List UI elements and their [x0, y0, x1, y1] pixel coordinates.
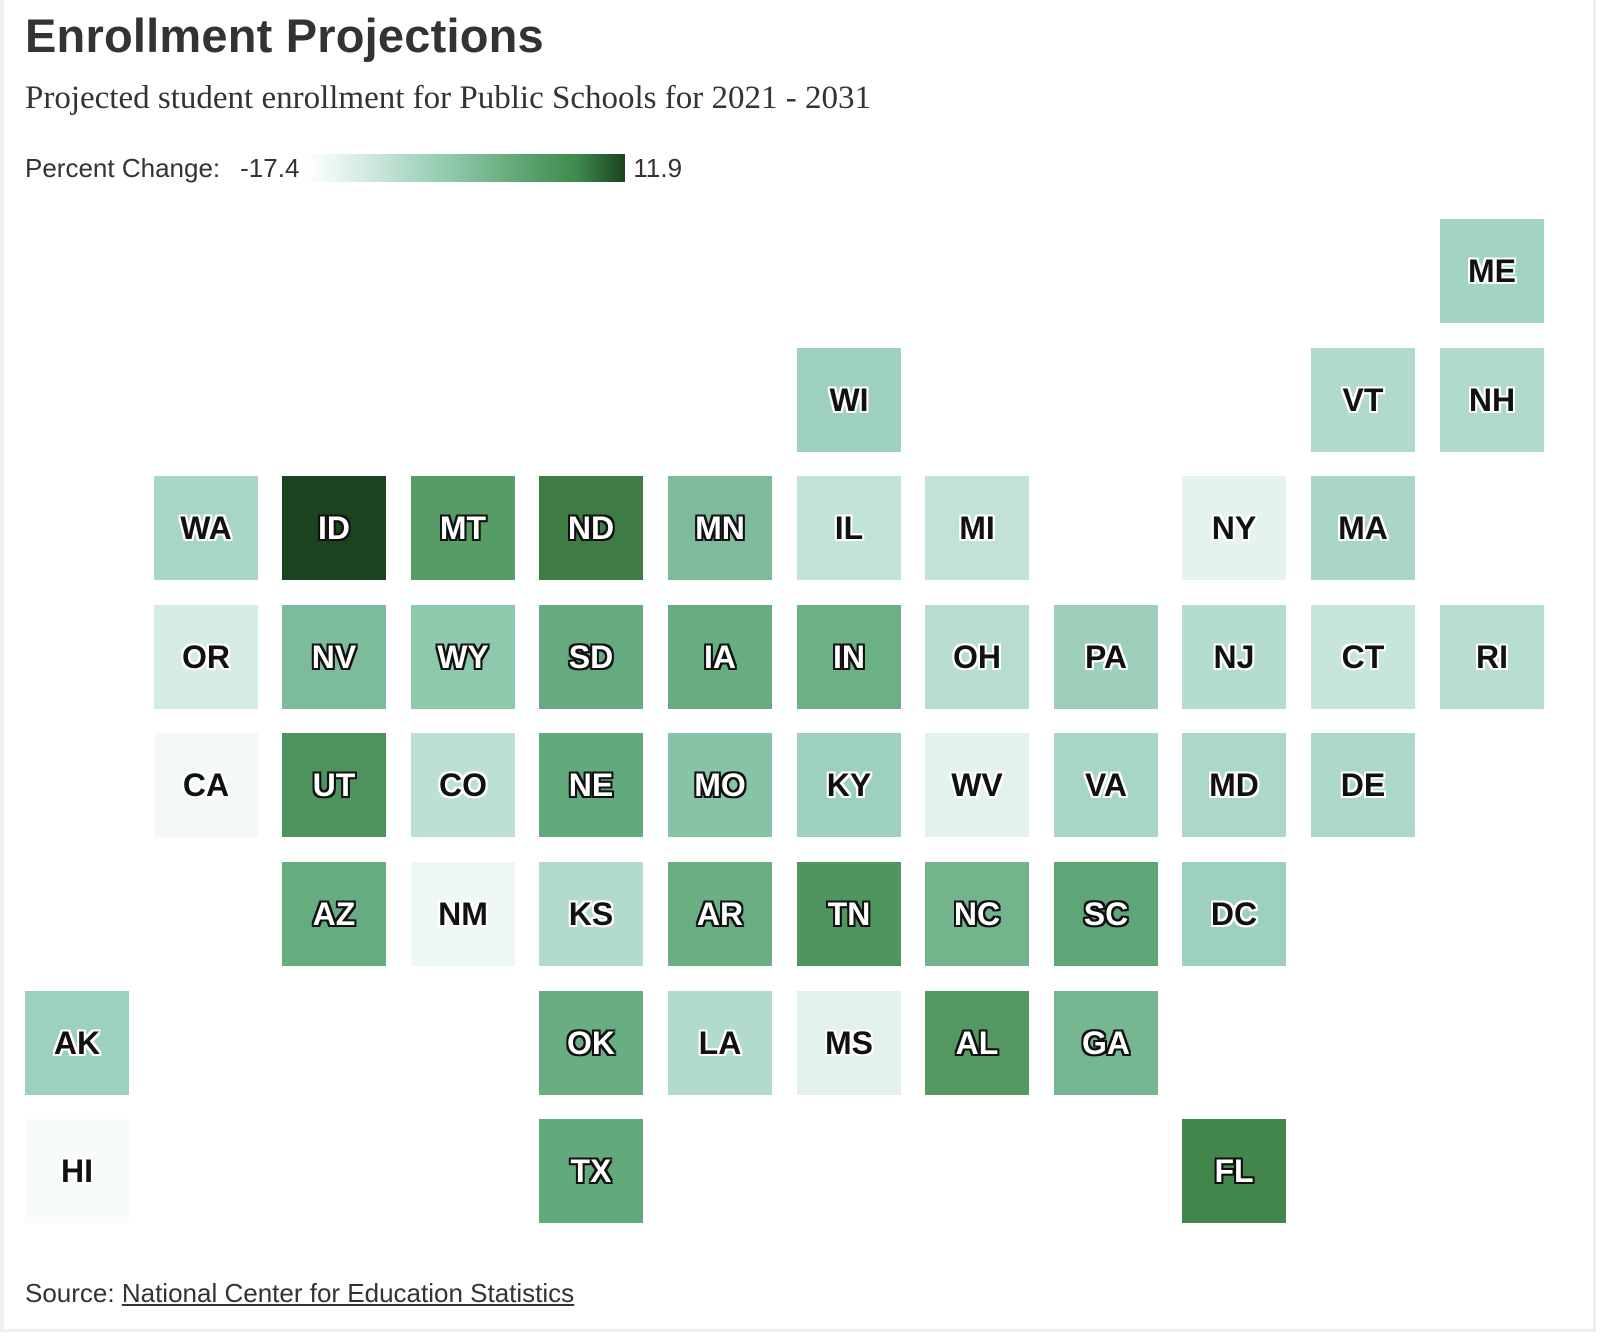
state-tile-de[interactable]: DE — [1311, 733, 1415, 837]
state-tile-wy[interactable]: WY — [411, 605, 515, 709]
legend-label: Percent Change: — [25, 152, 221, 183]
color-legend: Percent Change: -17.4 11.9 — [25, 150, 682, 186]
state-tile-hi[interactable]: HI — [25, 1119, 129, 1223]
state-tile-mo[interactable]: MO — [668, 733, 772, 837]
chart-subtitle: Projected student enrollment for Public … — [25, 80, 871, 116]
state-tile-ak[interactable]: AK — [25, 991, 129, 1095]
state-tile-tn[interactable]: TN — [797, 862, 901, 966]
state-tile-nj[interactable]: NJ — [1182, 605, 1286, 709]
state-tile-az[interactable]: AZ — [282, 862, 386, 966]
state-tile-ky[interactable]: KY — [797, 733, 901, 837]
state-tile-ut[interactable]: UT — [282, 733, 386, 837]
state-tile-il[interactable]: IL — [797, 476, 901, 580]
chart-title: Enrollment Projections — [25, 9, 544, 62]
state-tile-ny[interactable]: NY — [1182, 476, 1286, 580]
state-tile-or[interactable]: OR — [154, 605, 258, 709]
state-tile-wa[interactable]: WA — [154, 476, 258, 580]
state-tile-nv[interactable]: NV — [282, 605, 386, 709]
state-tile-ga[interactable]: GA — [1054, 991, 1158, 1095]
state-tile-dc[interactable]: DC — [1182, 862, 1286, 966]
state-tile-ma[interactable]: MA — [1311, 476, 1415, 580]
state-tile-al[interactable]: AL — [925, 991, 1029, 1095]
state-tile-mn[interactable]: MN — [668, 476, 772, 580]
state-tile-sd[interactable]: SD — [539, 605, 643, 709]
state-tile-co[interactable]: CO — [411, 733, 515, 837]
state-tile-me[interactable]: ME — [1440, 219, 1544, 323]
state-tile-ms[interactable]: MS — [797, 991, 901, 1095]
state-tile-ar[interactable]: AR — [668, 862, 772, 966]
state-tile-la[interactable]: LA — [668, 991, 772, 1095]
state-tile-wi[interactable]: WI — [797, 348, 901, 452]
state-tile-ks[interactable]: KS — [539, 862, 643, 966]
state-tile-tx[interactable]: TX — [539, 1119, 643, 1223]
state-tile-pa[interactable]: PA — [1054, 605, 1158, 709]
state-tile-nd[interactable]: ND — [539, 476, 643, 580]
state-tile-mi[interactable]: MI — [925, 476, 1029, 580]
state-tile-sc[interactable]: SC — [1054, 862, 1158, 966]
state-tile-oh[interactable]: OH — [925, 605, 1029, 709]
state-tile-fl[interactable]: FL — [1182, 1119, 1286, 1223]
source-link[interactable]: National Center for Education Statistics — [121, 1278, 575, 1308]
state-tile-wv[interactable]: WV — [925, 733, 1029, 837]
state-tile-ct[interactable]: CT — [1311, 605, 1415, 709]
state-tile-vt[interactable]: VT — [1311, 348, 1415, 452]
state-tile-md[interactable]: MD — [1182, 733, 1286, 837]
state-tile-ca[interactable]: CA — [154, 733, 258, 837]
legend-min-label: -17.4 — [240, 152, 300, 183]
state-tile-nc[interactable]: NC — [925, 862, 1029, 966]
state-tile-nh[interactable]: NH — [1440, 348, 1544, 452]
state-tile-in[interactable]: IN — [797, 605, 901, 709]
legend-max-label: 11.9 — [633, 152, 683, 183]
state-tile-mt[interactable]: MT — [411, 476, 515, 580]
state-tile-va[interactable]: VA — [1054, 733, 1158, 837]
state-tile-ok[interactable]: OK — [539, 991, 643, 1095]
state-tile-nm[interactable]: NM — [411, 862, 515, 966]
state-tile-ri[interactable]: RI — [1440, 605, 1544, 709]
state-tile-ia[interactable]: IA — [668, 605, 772, 709]
source-prefix: Source: — [25, 1278, 115, 1308]
source-note: Source: National Center for Education St… — [25, 1278, 574, 1309]
state-tile-ne[interactable]: NE — [539, 733, 643, 837]
legend-color-ramp — [307, 154, 626, 182]
state-tile-id[interactable]: ID — [282, 476, 386, 580]
